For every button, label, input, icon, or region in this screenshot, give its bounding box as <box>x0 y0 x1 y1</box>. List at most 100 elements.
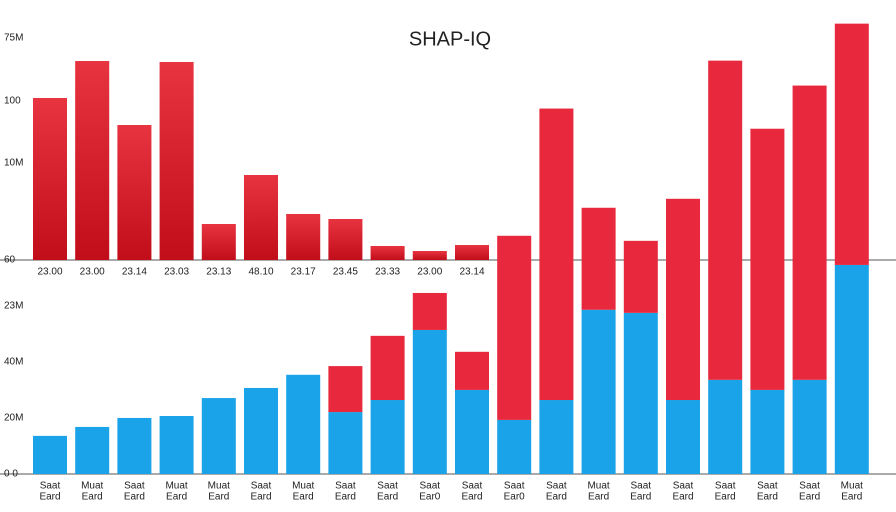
bar-segment <box>666 198 700 401</box>
bar-shade <box>244 175 278 260</box>
x-tick-label: Saat <box>251 481 272 492</box>
chart-title: SHAP-IQ <box>409 28 491 50</box>
x-tick-label: Eard <box>841 492 862 503</box>
x-tick-label: 48.10 <box>248 267 273 278</box>
x-tick-label: Saat <box>504 481 525 492</box>
bar-segment <box>539 400 574 474</box>
bar-shade <box>286 214 321 260</box>
bar-segment <box>370 335 405 401</box>
x-tick-label: Saat <box>546 481 567 492</box>
bar-shade <box>117 125 152 260</box>
x-tick-label: Eard <box>124 492 145 503</box>
x-tick-label: Eard <box>335 492 356 503</box>
x-tick-label: Saat <box>377 481 398 492</box>
bar-shade <box>201 224 236 260</box>
x-tick-label: 23.13 <box>206 267 231 278</box>
x-tick-label: Saat <box>40 481 61 492</box>
x-tick-label: Eard <box>208 492 229 503</box>
bar-segment <box>750 128 785 390</box>
x-tick-label: Eard <box>546 492 567 503</box>
x-tick-label: Saat <box>715 481 736 492</box>
x-tick-label: Eard <box>672 492 693 503</box>
bar-shade <box>412 251 447 260</box>
bar-segment <box>370 400 405 474</box>
bar-segment <box>623 240 658 313</box>
bar-segment <box>792 379 827 474</box>
x-tick-label: Muat <box>208 481 230 492</box>
y-tick-label: 20M <box>4 413 23 424</box>
bar-segment <box>708 379 743 474</box>
bar-segment <box>792 85 827 380</box>
y-tick-label: 40M <box>4 357 23 368</box>
x-tick-label: Saat <box>631 481 652 492</box>
bar-segment <box>455 351 489 390</box>
bar-segment <box>834 23 869 265</box>
bar-segment <box>834 264 869 474</box>
x-tick-label: 23.00 <box>37 267 62 278</box>
x-tick-label: Saat <box>799 481 820 492</box>
bar-segment <box>286 374 321 474</box>
x-tick-label: Eard <box>630 492 651 503</box>
x-tick-label: Eard <box>166 492 187 503</box>
x-tick-label: Ear0 <box>419 492 441 503</box>
x-tick-label: 23.00 <box>417 267 442 278</box>
x-tick-label: Muat <box>165 481 187 492</box>
x-tick-label: Saat <box>673 481 694 492</box>
x-tick-label: Eard <box>757 492 778 503</box>
bar-segment <box>33 435 67 474</box>
x-tick-label: Saat <box>335 481 356 492</box>
x-tick-label: Muat <box>81 481 103 492</box>
bar-segment <box>581 207 616 310</box>
x-tick-label: Eard <box>293 492 314 503</box>
bar-shade <box>33 98 67 260</box>
x-tick-label: Saat <box>124 481 145 492</box>
y-tick-label: 75M <box>4 33 23 44</box>
bar-segment <box>539 108 574 401</box>
x-tick-label: Ear0 <box>504 492 526 503</box>
bar-segment <box>328 412 363 474</box>
bar-shade <box>328 219 363 260</box>
bar-segment <box>412 329 447 474</box>
x-tick-label: 23.00 <box>80 267 105 278</box>
bar-segment <box>750 389 785 474</box>
bar-segment <box>412 292 447 330</box>
x-tick-label: 23.17 <box>291 267 316 278</box>
x-tick-label: 23.33 <box>375 267 400 278</box>
y-tick-label: 0 0 <box>4 469 18 480</box>
x-tick-label: Muat <box>841 481 863 492</box>
x-tick-label: Eard <box>461 492 482 503</box>
x-tick-label: Eard <box>82 492 103 503</box>
bar-segment <box>244 387 278 474</box>
x-tick-label: Eard <box>799 492 820 503</box>
bar-segment <box>159 415 194 474</box>
bar-segment <box>623 312 658 474</box>
y-tick-label: 60 <box>4 255 16 266</box>
bar-segment <box>455 389 489 474</box>
bar-segment <box>708 60 743 380</box>
x-tick-label: Muat <box>587 481 609 492</box>
y-tick-label: 23M <box>4 300 23 311</box>
y-tick-label: 100 <box>4 96 21 107</box>
x-tick-label: Eard <box>715 492 736 503</box>
x-tick-label: Saat <box>757 481 778 492</box>
bar-shade <box>159 62 194 260</box>
bar-shade <box>75 61 110 260</box>
x-tick-label: 23.03 <box>164 267 189 278</box>
y-tick-label: 10M <box>4 158 23 169</box>
x-tick-label: Eard <box>377 492 398 503</box>
x-tick-label: Saat <box>420 481 441 492</box>
x-tick-label: 23.14 <box>459 267 484 278</box>
bar-segment <box>497 419 532 474</box>
x-tick-label: Eard <box>250 492 271 503</box>
x-tick-label: Eard <box>39 492 60 503</box>
bar-segment <box>581 309 616 474</box>
x-tick-label: Muat <box>292 481 314 492</box>
bar-segment <box>328 366 363 413</box>
x-tick-label: Saat <box>462 481 483 492</box>
x-tick-label: Eard <box>588 492 609 503</box>
bar-shade <box>455 245 489 260</box>
x-tick-label: 23.14 <box>122 267 147 278</box>
x-tick-label: 23.45 <box>333 267 358 278</box>
bar-segment <box>117 417 152 474</box>
